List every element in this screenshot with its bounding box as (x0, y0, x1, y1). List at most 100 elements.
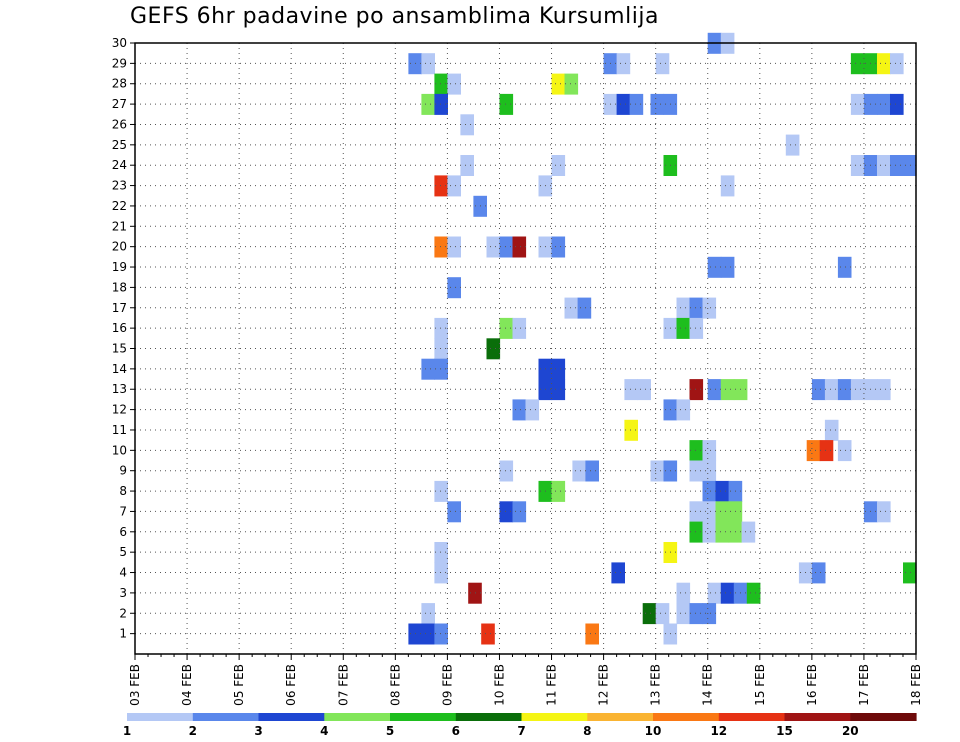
legend-swatch (521, 713, 588, 721)
heatmap-cell (676, 399, 691, 421)
y-tick-label: 4 (119, 566, 127, 580)
heatmap-cell (564, 297, 579, 319)
heatmap-cell (650, 93, 665, 115)
heatmap-cell (806, 440, 821, 462)
heatmap-cell (877, 501, 891, 523)
heatmap-cell (499, 236, 514, 258)
y-tick-label: 24 (112, 158, 127, 172)
heatmap-cell (715, 501, 730, 523)
heatmap-cell (551, 379, 566, 401)
heatmap-cell (512, 317, 527, 339)
y-tick-label: 17 (112, 301, 127, 315)
heatmap-cell (434, 562, 448, 584)
y-tick-label: 21 (112, 219, 127, 233)
x-tick-label: 17 FEB (857, 664, 871, 706)
y-tick-label: 20 (112, 240, 127, 254)
heatmap-cell (702, 501, 717, 523)
y-tick-label: 2 (119, 606, 127, 620)
heatmap-cell (850, 53, 865, 75)
x-tick-label: 05 FEB (232, 664, 246, 706)
heatmap-cell (499, 93, 514, 115)
y-tick-label: 7 (119, 504, 127, 518)
heatmap-cell (702, 521, 717, 543)
heatmap-cell (564, 73, 579, 95)
legend-label: 1 (123, 724, 131, 738)
legend-swatch (390, 713, 457, 721)
heatmap-cell (447, 277, 461, 299)
legend-label: 20 (842, 724, 859, 738)
heatmap-cell (421, 93, 435, 115)
legend-label: 3 (254, 724, 262, 738)
heatmap-cell (551, 155, 566, 176)
y-tick-label: 19 (112, 260, 127, 274)
x-tick-label: 08 FEB (388, 664, 402, 706)
heatmap-cell (434, 317, 448, 339)
y-tick-label: 3 (119, 586, 127, 600)
legend-label: 2 (189, 724, 197, 738)
y-tick-label: 26 (112, 117, 127, 131)
heatmap-cell (486, 338, 501, 360)
legend-label: 4 (320, 724, 328, 738)
x-tick-label: 18 FEB (909, 664, 923, 706)
y-tick-label: 13 (112, 382, 127, 396)
heatmap-cell (877, 53, 891, 75)
heatmap-cell (611, 562, 625, 584)
heatmap-cell (850, 93, 865, 115)
grid-lines (135, 42, 917, 654)
heatmap-cell (850, 155, 865, 176)
heatmap-cell (702, 297, 717, 319)
y-tick-label: 16 (112, 321, 127, 335)
heatmap-cells (408, 32, 917, 645)
legend-swatch (455, 713, 523, 721)
heatmap-cell (460, 155, 474, 176)
heatmap-cell (824, 379, 839, 401)
y-tick-label: 10 (112, 443, 127, 457)
heatmap-cell (707, 379, 722, 401)
heatmap-cell (499, 501, 514, 523)
heatmap-cell (689, 297, 704, 319)
heatmap-cell (512, 236, 527, 258)
heatmap-cell (715, 480, 730, 502)
heatmap-cell (447, 175, 461, 197)
heatmap-cell (746, 582, 761, 604)
legend-swatch (192, 713, 260, 721)
x-tick-label: 06 FEB (284, 664, 298, 706)
heatmap-cell (434, 623, 448, 645)
heatmap-cell (551, 480, 566, 502)
heatmap-cell (624, 419, 638, 441)
heatmap-cell (720, 256, 735, 278)
heatmap-cell (655, 53, 670, 75)
legend-swatch (653, 713, 720, 721)
heatmap-cell (689, 317, 704, 339)
x-axis: 03 FEB 04 FEB 05 FEB 06 FEB 07 FEB 08 FEB 09 F… (128, 654, 923, 706)
heatmap-cell (890, 53, 904, 75)
heatmap-cell (512, 399, 527, 421)
heatmap-cell (481, 623, 495, 645)
heatmap-cell (629, 93, 644, 115)
y-tick-label: 8 (119, 484, 127, 498)
x-tick-label: 16 FEB (805, 664, 819, 706)
heatmap-cell (434, 358, 448, 380)
heatmap-cell (434, 338, 448, 360)
heatmap-cell (689, 501, 704, 523)
legend-swatch (258, 713, 325, 721)
heatmap-cell (421, 53, 435, 75)
legend-swatch (127, 713, 194, 721)
heatmap-cell (434, 73, 448, 95)
heatmap-cell (785, 134, 800, 156)
heatmap-cell (720, 582, 735, 604)
legend-label: 10 (645, 724, 662, 738)
heatmap-cell (689, 440, 704, 462)
y-tick-label: 11 (112, 423, 127, 437)
x-tick-label: 07 FEB (336, 664, 350, 706)
legend-label: 7 (517, 724, 525, 738)
heatmap-cell (616, 53, 631, 75)
heatmap-cell (499, 460, 514, 482)
x-tick-label: 03 FEB (128, 664, 142, 706)
heatmap-cell (650, 460, 665, 482)
heatmap-cell (637, 379, 651, 401)
heatmap-cell (642, 603, 657, 625)
heatmap-cell (837, 256, 852, 278)
y-tick-label: 27 (112, 97, 127, 111)
y-tick-label: 28 (112, 77, 127, 91)
